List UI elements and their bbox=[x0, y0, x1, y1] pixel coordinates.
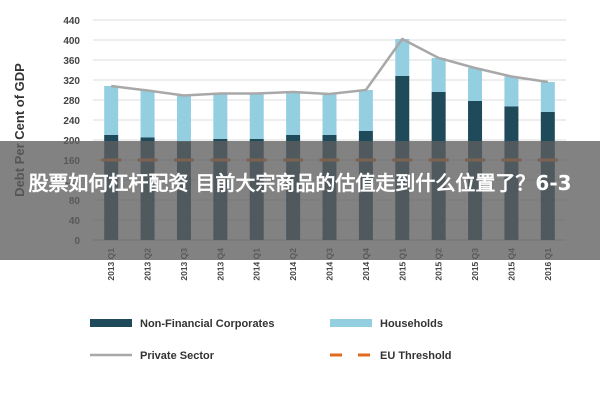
bar-households bbox=[176, 95, 191, 142]
bar-households bbox=[540, 82, 555, 112]
legend-label: Households bbox=[380, 318, 443, 330]
x-tick-label: 2015 Q1 bbox=[397, 248, 407, 281]
bar-households bbox=[104, 86, 119, 135]
bar-households bbox=[431, 58, 446, 92]
bar-households bbox=[140, 90, 155, 138]
bar-households bbox=[395, 39, 410, 76]
x-tick-label: 2014 Q4 bbox=[361, 248, 371, 281]
bar-households bbox=[322, 94, 337, 135]
bar-households bbox=[249, 93, 264, 139]
x-tick-label: 2015 Q2 bbox=[434, 248, 444, 281]
x-tick-label: 2013 Q3 bbox=[179, 248, 189, 281]
y-tick-label: 240 bbox=[63, 116, 80, 127]
x-tick-label: 2015 Q4 bbox=[506, 248, 516, 281]
bar-households bbox=[504, 76, 519, 107]
legend-swatch bbox=[90, 319, 132, 327]
y-tick-label: 400 bbox=[63, 36, 80, 47]
x-tick-label: 2013 Q2 bbox=[143, 248, 153, 281]
caption-banner: 股票如何杠杆配资 目前大宗商品的估值走到什么位置了？6-3 bbox=[0, 141, 600, 260]
x-tick-label: 2013 Q4 bbox=[215, 248, 225, 281]
legend-label: Private Sector bbox=[140, 350, 215, 362]
x-tick-label: 2013 Q1 bbox=[106, 248, 116, 281]
x-tick-label: 2014 Q3 bbox=[325, 248, 335, 281]
line-private-sector bbox=[111, 37, 548, 97]
y-tick-label: 360 bbox=[63, 56, 80, 67]
legend-label: Non-Financial Corporates bbox=[140, 318, 274, 330]
y-tick-label: 440 bbox=[63, 16, 80, 27]
bar-households bbox=[286, 92, 301, 135]
legend-swatch bbox=[330, 319, 372, 327]
x-tick-label: 2015 Q3 bbox=[470, 248, 480, 281]
y-tick-label: 280 bbox=[63, 96, 80, 107]
article-title: 股票如何杠杆配资 目前大宗商品的估值走到什么位置了？6-3 bbox=[28, 171, 572, 195]
x-tick-label: 2014 Q2 bbox=[288, 248, 298, 281]
legend-label: EU Threshold bbox=[380, 350, 452, 362]
x-tick-label: 2016 Q1 bbox=[543, 248, 553, 281]
y-tick-label: 320 bbox=[63, 76, 80, 87]
bar-households bbox=[213, 93, 228, 139]
bar-households bbox=[468, 68, 483, 101]
bar-households bbox=[358, 90, 373, 131]
x-tick-label: 2014 Q1 bbox=[252, 248, 262, 281]
